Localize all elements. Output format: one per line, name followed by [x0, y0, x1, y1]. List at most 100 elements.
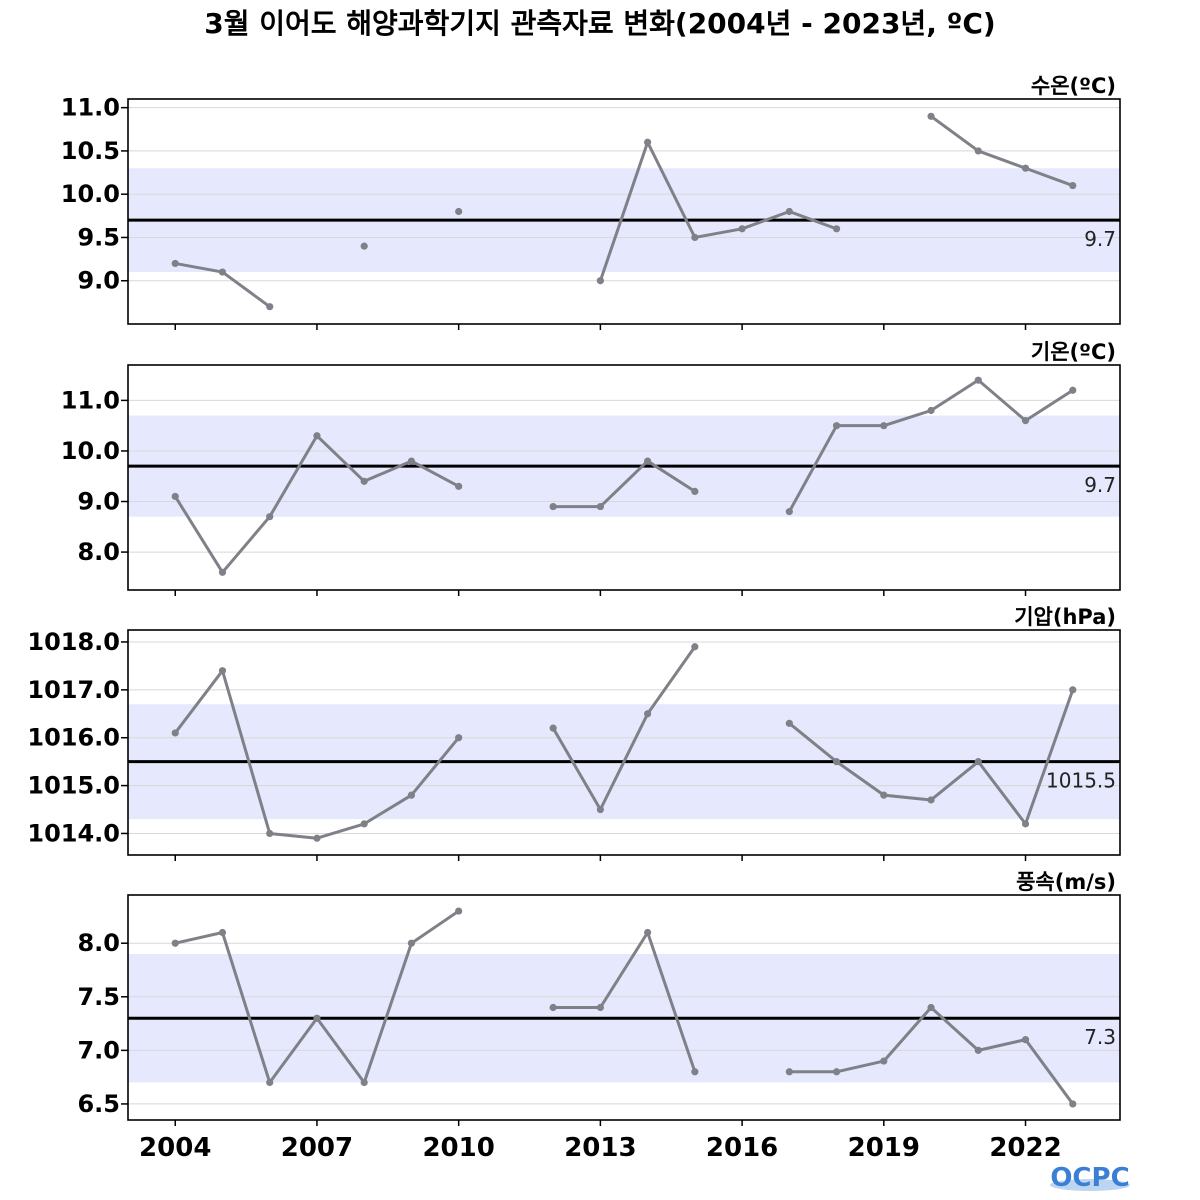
panel-2: 8.0 9.0 10.0 11.0 9.7 기온(ºC) — [61, 340, 1121, 596]
mean-value-label: 1015.5 — [1046, 769, 1116, 793]
mean-value-label: 9.7 — [1084, 227, 1116, 251]
data-point — [1021, 164, 1030, 172]
chart-panels: 9.0 9.5 10.0 10.5 11.0 9.7 수온(ºC) 8.0 9.0 10.0 11.… — [27, 74, 1121, 1126]
data-point — [407, 457, 416, 465]
panel-label: 기온(ºC) — [1031, 340, 1116, 364]
panel-frame — [127, 894, 1121, 1121]
data-point — [832, 225, 841, 233]
y-tick-label: 9.0 — [77, 488, 120, 516]
data-point — [832, 1068, 841, 1076]
panel-4: 6.5 7.0 7.5 8.0 7.3 풍속(m/s) — [77, 870, 1121, 1126]
y-tick-label: 11.0 — [61, 386, 120, 414]
x-tick-label: 2007 — [281, 1133, 353, 1163]
data-point — [927, 112, 935, 120]
data-point — [549, 724, 557, 732]
panel-3: 1014.0 1015.0 1016.0 1017.0 1018.0 1015.5 기압(h… — [27, 605, 1121, 861]
ocpc-logo: OCPC — [1050, 1163, 1130, 1193]
ocpc-logo-text: OCPC — [1050, 1163, 1129, 1193]
data-point — [974, 1046, 982, 1054]
data-point — [785, 1068, 793, 1076]
data-point — [266, 1078, 274, 1087]
series-line — [553, 459, 696, 509]
y-tick-label: 6.5 — [77, 1090, 120, 1118]
data-point — [218, 268, 227, 276]
x-axis: 2004 2007 2010 2013 2016 2019 2022 — [139, 1133, 1062, 1163]
data-point — [218, 928, 227, 937]
data-point — [407, 939, 416, 947]
data-point — [691, 487, 699, 496]
chart-title: 3월 이어도 해양과학기지 관측자료 변화(2004년 - 2023년, ºC) — [204, 7, 995, 40]
y-tick-label: 8.0 — [77, 929, 120, 957]
x-tick-label: 2016 — [706, 1133, 778, 1163]
data-point — [1021, 820, 1030, 828]
data-point — [596, 277, 604, 285]
data-point — [1021, 1036, 1030, 1044]
data-point — [455, 207, 463, 216]
data-point — [360, 477, 368, 485]
y-tick-label: 7.0 — [77, 1036, 120, 1064]
x-tick-label: 2022 — [989, 1133, 1061, 1163]
data-point — [785, 207, 793, 216]
y-tick-label: 11.0 — [61, 94, 120, 122]
panel-label: 기압(hPa) — [1014, 605, 1116, 629]
data-point — [360, 242, 368, 250]
y-tick-label: 1017.0 — [27, 676, 120, 704]
data-point — [691, 1068, 699, 1076]
series-line — [553, 931, 697, 1073]
data-point — [974, 758, 982, 766]
data-point — [266, 513, 274, 521]
data-point — [1069, 1100, 1077, 1108]
y-tick-label: 1016.0 — [27, 724, 120, 752]
data-point — [313, 1014, 321, 1022]
mean-value-label: 9.7 — [1084, 473, 1116, 497]
mean-value-label: 7.3 — [1084, 1025, 1116, 1049]
data-point — [832, 422, 841, 430]
data-point — [455, 482, 463, 490]
y-tick-label: 10.0 — [61, 180, 120, 208]
panel-frame — [127, 629, 1121, 856]
x-tick-label: 2013 — [564, 1133, 636, 1163]
data-point — [691, 233, 699, 242]
data-point — [785, 719, 793, 727]
x-tick-label: 2019 — [848, 1133, 920, 1163]
panel-frame — [127, 364, 1121, 591]
data-point — [596, 805, 604, 814]
panel-1: 9.0 9.5 10.0 10.5 11.0 9.7 수온(ºC) — [61, 74, 1121, 330]
data-point — [1021, 417, 1030, 425]
data-point — [738, 225, 746, 233]
data-point — [927, 796, 935, 804]
data-point — [644, 710, 652, 718]
data-point — [644, 457, 652, 465]
panel-label: 수온(ºC) — [1031, 74, 1116, 98]
y-tick-label: 9.5 — [77, 223, 120, 251]
data-point — [974, 376, 982, 384]
data-point — [407, 791, 416, 799]
y-tick-label: 1014.0 — [27, 819, 120, 847]
data-point — [691, 643, 699, 651]
data-point — [266, 303, 274, 311]
x-tick-label: 2010 — [422, 1133, 494, 1163]
data-point — [596, 1003, 604, 1012]
data-point — [360, 820, 368, 828]
data-point — [832, 758, 841, 766]
data-point — [927, 1003, 935, 1012]
data-point — [171, 729, 179, 737]
data-point — [171, 939, 179, 947]
data-point — [313, 432, 321, 440]
data-point — [880, 1057, 888, 1065]
x-tick-label: 2004 — [139, 1133, 211, 1163]
y-tick-label: 10.5 — [61, 137, 120, 165]
data-point — [927, 406, 935, 415]
data-point — [1069, 386, 1077, 394]
data-point — [596, 502, 604, 511]
data-point — [644, 138, 652, 146]
data-point — [880, 791, 888, 799]
y-tick-label: 1015.0 — [27, 772, 120, 800]
data-point — [218, 667, 227, 675]
data-point — [549, 502, 557, 511]
data-point — [974, 147, 982, 155]
panel-frame — [127, 98, 1121, 325]
data-point — [455, 734, 463, 742]
y-tick-label: 9.0 — [77, 267, 120, 295]
